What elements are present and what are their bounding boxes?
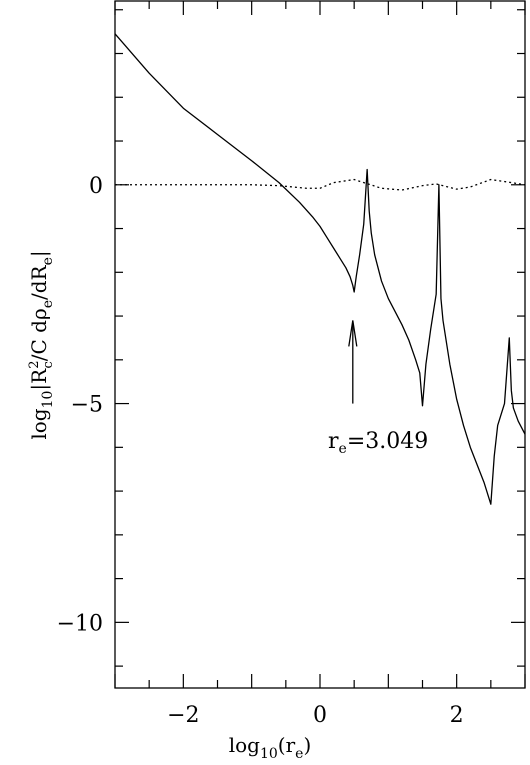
annotation-r: r	[328, 429, 339, 454]
y-axis-label-body-2: /C dρ	[27, 308, 51, 361]
tick-marks	[114, 1, 526, 688]
x-tick-label: 2	[450, 703, 464, 728]
y-axis-label-prefix: log	[27, 408, 51, 439]
tick-labels: −2 0 2 0 −5 −10	[57, 174, 464, 728]
arrow-head	[348, 320, 358, 347]
series-layer	[114, 33, 526, 505]
y-tick-label: −5	[71, 393, 103, 418]
y-tick-label: 0	[89, 174, 103, 199]
annotation-sub: e	[339, 441, 347, 457]
plot-frame	[114, 0, 526, 689]
y-axis-label-sup: 2	[27, 361, 42, 369]
y-axis-label-sub-e1: e	[40, 300, 56, 308]
annotation-value: =3.049	[347, 429, 428, 454]
y-axis-label-body-4: |	[27, 250, 52, 257]
y-axis-label-sub-c: c	[41, 361, 56, 368]
annotation-arrow	[348, 320, 358, 404]
x-axis-label-body-1: (r	[278, 733, 296, 757]
x-axis-label-sub: e	[295, 746, 303, 762]
x-tick-label: 0	[313, 703, 327, 728]
y-axis-label-sub-e2: e	[40, 257, 56, 265]
x-axis-label-prefix: log	[229, 733, 260, 757]
x-axis-label-body-2: )	[303, 733, 311, 757]
y-tick-label: −10	[57, 611, 103, 636]
x-axis-label-prefix-sub: 10	[260, 746, 278, 762]
y-axis-label-body-1: |R	[27, 368, 52, 391]
x-tick-label: −2	[167, 703, 199, 728]
y-axis-label-body-3: /dR	[27, 264, 51, 300]
series-line-dotted	[115, 178, 526, 191]
annotation-label: re=3.049	[328, 429, 428, 457]
series-line-solid	[114, 33, 526, 505]
x-axis-label: log10(re)	[229, 733, 312, 762]
y-axis-label-prefix-sub: 10	[40, 391, 56, 409]
y-axis-label: log10|R2c/C dρe/dRe|	[27, 250, 56, 439]
